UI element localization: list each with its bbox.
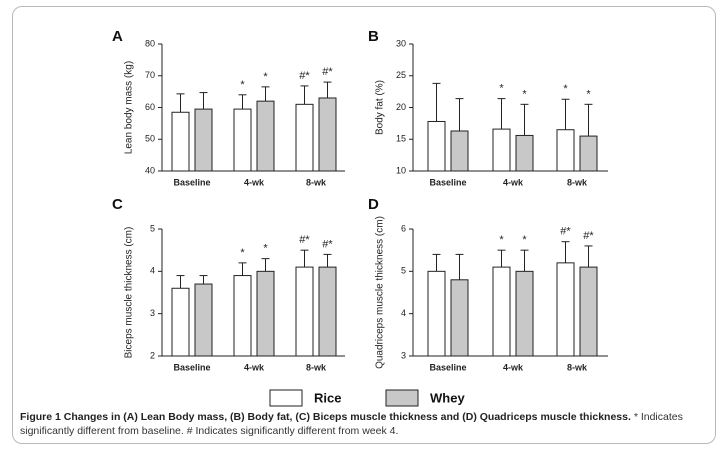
panel-b-x-tick-label: 8-wk — [567, 177, 588, 187]
panel-b-x-tick-label: 4-wk — [503, 177, 524, 187]
panel-d-y-axis-title: Quadriceps muscle thickness (cm) — [375, 216, 386, 369]
panel-d-significance-mark: #* — [583, 230, 594, 242]
panel-a-bar-whey — [256, 100, 275, 172]
panel-d-bar-rice — [427, 270, 446, 357]
panel-b-bar-rice — [556, 129, 575, 172]
panel-b-y-tick-label: 25 — [396, 70, 406, 80]
panel-b-significance-mark: * — [586, 88, 591, 100]
panel-a-y-tick-label: 80 — [145, 38, 155, 48]
panel-d-bar-rice — [492, 266, 511, 357]
panel-d-bar-whey — [579, 266, 598, 357]
panel-a-bar-whey — [318, 97, 337, 172]
caption-title: Changes in (A) Lean Body mass, (B) Body … — [63, 411, 631, 423]
legend-label-whey: Whey — [430, 390, 465, 405]
panel-b-letter: B — [368, 28, 379, 45]
panel-d-y-tick-label: 5 — [401, 266, 406, 276]
panel-a-letter: A — [112, 28, 123, 45]
panel-b-x-tick-label: Baseline — [429, 177, 466, 187]
panel-c-bar-whey — [318, 266, 337, 357]
panel-b-bar-whey — [515, 134, 534, 172]
panel-c-x-tick-label: Baseline — [173, 362, 210, 372]
panel-d-significance-mark: * — [522, 234, 527, 246]
panel-d-y-tick-label: 3 — [401, 350, 406, 360]
legend-swatch-whey — [385, 389, 419, 407]
panel-a-y-axis-title: Lean body mass (kg) — [124, 61, 135, 154]
panel-b-y-axis-title: Body fat (%) — [375, 80, 386, 135]
panel-b-y-tick-label: 15 — [396, 134, 406, 144]
panel-b-y-tick-label: 30 — [396, 38, 406, 48]
panel-d-bar-whey — [515, 270, 534, 357]
panel-d-x-tick-label: 4-wk — [503, 362, 524, 372]
panel-a-x-tick-label: 8-wk — [306, 177, 327, 187]
panel-c-y-tick-label: 5 — [150, 223, 155, 233]
panel-a-significance-mark: #* — [322, 66, 333, 78]
panel-a-bar-rice — [295, 103, 314, 172]
figure-frame — [12, 6, 716, 444]
panel-b-significance-mark: * — [499, 83, 504, 95]
panel-a-bar-whey — [194, 108, 213, 172]
caption-label: Figure 1 — [20, 411, 61, 423]
panel-d-bar-whey — [450, 279, 469, 357]
panel-b-bar-whey — [579, 135, 598, 172]
panel-c-y-tick-label: 2 — [150, 350, 155, 360]
panel-c-significance-mark: #* — [299, 234, 310, 246]
caption-note: * Indicates significantly different from… — [20, 411, 683, 437]
panel-c-y-tick-label: 4 — [150, 266, 155, 276]
panel-a-y-tick-label: 40 — [145, 165, 155, 175]
figure-caption: Figure 1 Changes in (A) Lean Body mass, … — [20, 410, 710, 438]
panel-d-bar-rice — [556, 262, 575, 357]
panel-a-y-tick-label: 50 — [145, 134, 155, 144]
panel-d-letter: D — [368, 196, 379, 213]
panel-d-y-tick-label: 6 — [401, 223, 406, 233]
panel-c-x-tick-label: 4-wk — [244, 362, 265, 372]
panel-a-bar-rice — [171, 111, 190, 172]
panel-a-significance-mark: * — [263, 71, 268, 83]
panel-c-bar-rice — [171, 287, 190, 357]
panel-b-significance-mark: * — [522, 88, 527, 100]
panel-c-bar-whey — [256, 270, 275, 357]
panel-b-bar-rice — [492, 128, 511, 172]
panel-c-y-axis-title: Biceps muscle thickness (cm) — [124, 227, 135, 359]
panel-c-bar-rice — [295, 266, 314, 357]
panel-d-significance-mark: * — [499, 234, 504, 246]
panel-a-x-tick-label: 4-wk — [244, 177, 265, 187]
panel-c-bar-rice — [233, 275, 252, 357]
legend-label-rice: Rice — [314, 390, 341, 405]
panel-d-significance-mark: #* — [560, 226, 571, 238]
panel-c-x-tick-label: 8-wk — [306, 362, 327, 372]
panel-a-y-tick-label: 60 — [145, 102, 155, 112]
legend-swatch-rice — [269, 389, 303, 407]
panel-a-x-tick-label: Baseline — [173, 177, 210, 187]
panel-b-bar-whey — [450, 130, 469, 172]
panel-d-x-tick-label: 8-wk — [567, 362, 588, 372]
panel-b-y-tick-label: 10 — [396, 165, 406, 175]
panel-c-bar-whey — [194, 283, 213, 357]
panel-a-bar-rice — [233, 108, 252, 172]
panel-b-y-tick-label: 20 — [396, 102, 406, 112]
panel-c-significance-mark: * — [263, 243, 268, 255]
panel-c-significance-mark: #* — [322, 238, 333, 250]
panel-a-significance-mark: * — [240, 79, 245, 91]
panel-b-bar-rice — [427, 120, 446, 172]
panel-d-x-tick-label: Baseline — [429, 362, 466, 372]
panel-c-y-tick-label: 3 — [150, 308, 155, 318]
panel-c-significance-mark: * — [240, 247, 245, 259]
panel-a-significance-mark: #* — [299, 70, 310, 82]
panel-a-y-tick-label: 70 — [145, 70, 155, 80]
panel-b-significance-mark: * — [563, 83, 568, 95]
panel-c-letter: C — [112, 196, 123, 213]
panel-d-y-tick-label: 4 — [401, 308, 406, 318]
